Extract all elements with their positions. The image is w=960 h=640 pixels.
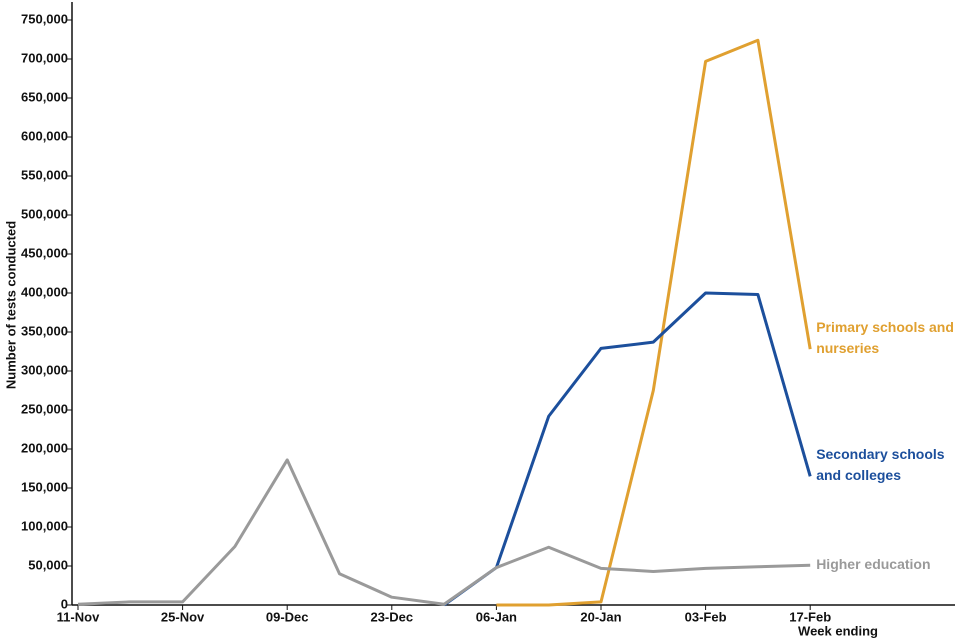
series-line [443, 291, 812, 607]
series-label: Primary schools and nurseries [816, 319, 954, 357]
y-tick-label: 750,000 [21, 11, 68, 26]
series-label: Secondary schools and colleges [816, 446, 945, 484]
y-tick-label: 550,000 [21, 167, 68, 182]
x-tick-label: 17-Feb [789, 609, 831, 624]
x-axis-title: Week ending [798, 623, 878, 638]
series-line [496, 38, 812, 607]
x-tick-label: 23-Dec [370, 609, 413, 624]
y-tick-label: 350,000 [21, 323, 68, 338]
y-tick-label: 300,000 [21, 362, 68, 377]
x-tick-label: 20-Jan [580, 609, 621, 624]
x-tick-label: 11-Nov [57, 609, 100, 624]
y-tick-label: 700,000 [21, 50, 68, 65]
x-tick-label: 06-Jan [476, 609, 517, 624]
y-tick-label: 500,000 [21, 206, 68, 221]
y-tick-label: 50,000 [28, 557, 68, 572]
y-tick-label: 100,000 [21, 518, 68, 533]
x-tick-label: 09-Dec [266, 609, 309, 624]
x-tick-label: 03-Feb [685, 609, 727, 624]
y-tick-label: 0 [61, 596, 68, 611]
series-line [77, 458, 811, 606]
y-tick-label: 600,000 [21, 128, 68, 143]
y-axis-title: Number of tests conducted [3, 221, 18, 389]
y-tick-label: 200,000 [21, 440, 68, 455]
y-tick-label: 250,000 [21, 401, 68, 416]
y-tick-label: 450,000 [21, 245, 68, 260]
series-label: Higher education [816, 556, 931, 573]
x-tick-label: 25-Nov [161, 609, 205, 624]
y-tick-label: 150,000 [21, 479, 68, 494]
y-tick-label: 650,000 [21, 89, 68, 104]
y-tick-label: 400,000 [21, 284, 68, 299]
